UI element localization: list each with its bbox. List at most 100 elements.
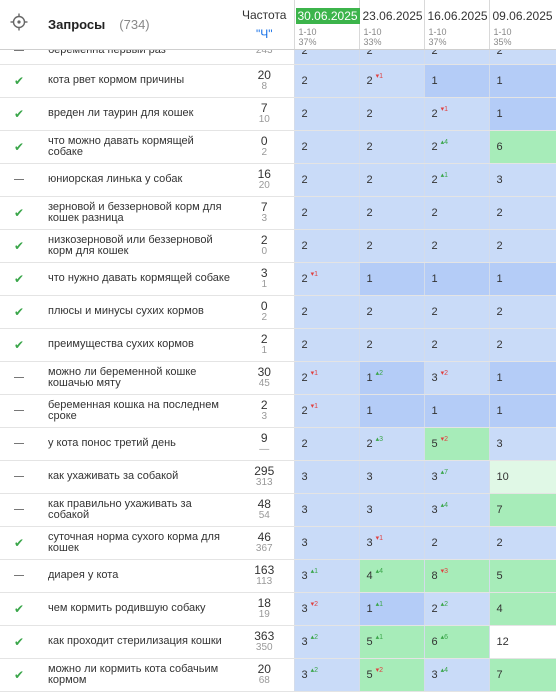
position-cell[interactable]: 3 ▴4 <box>423 658 489 692</box>
position-cell[interactable]: 3 ▾1 <box>358 526 424 560</box>
position-cell[interactable]: 2 <box>423 196 489 230</box>
position-cell[interactable]: 3 ▾2 <box>293 592 359 626</box>
position-cell[interactable]: 5 ▾2 <box>358 658 424 692</box>
table-row[interactable]: юниорская линька у собак 16 20 2 2 2 ▴1 3 <box>0 163 556 197</box>
position-cell[interactable]: 6 <box>488 130 556 164</box>
table-row[interactable]: ✔ что нужно давать кормящей собаке 3 1 2 ▾1 1 1… <box>0 262 556 296</box>
position-cell[interactable]: 1 <box>423 262 489 296</box>
position-cell[interactable]: 2 <box>358 130 424 164</box>
target-icon-cell[interactable] <box>0 0 38 50</box>
position-cell[interactable]: 2 <box>293 163 359 197</box>
position-cell[interactable]: 3 <box>293 460 359 494</box>
position-cell[interactable]: 2 <box>293 295 359 329</box>
date-column-header-3[interactable]: 16.06.2025 1-10 37% <box>423 0 489 50</box>
position-cell[interactable]: 1 <box>423 64 489 98</box>
table-row[interactable]: ✔ чем кормить родившую собаку 18 19 3 ▾2 1 ▴1 2 ▴… <box>0 592 556 626</box>
table-row[interactable]: ✔ суточная норма сухого корма для кошек 46… <box>0 526 556 560</box>
position-cell[interactable]: 2 <box>293 130 359 164</box>
position-cell[interactable]: 1 <box>488 394 556 428</box>
position-cell[interactable]: 3 ▴2 <box>293 625 359 659</box>
query-text[interactable]: чем кормить родившую собаку <box>38 592 235 626</box>
position-cell[interactable]: 2 ▾1 <box>293 262 359 296</box>
table-row[interactable]: беременная кошка на последнем сроке 2 3 2 ▾1… <box>0 394 556 428</box>
query-text[interactable]: кота рвет кормом причины <box>38 64 235 98</box>
query-text[interactable]: вреден ли таурин для кошек <box>38 97 235 131</box>
position-cell[interactable]: 2 <box>293 64 359 98</box>
query-text[interactable]: диарея у кота <box>38 559 235 593</box>
position-cell[interactable]: 3 <box>358 460 424 494</box>
table-row[interactable]: ✔ кота рвет кормом причины 20 8 2 2 ▾1 1 1 <box>0 64 556 98</box>
position-cell[interactable]: 1 <box>358 394 424 428</box>
position-cell[interactable]: 2 <box>358 295 424 329</box>
position-cell[interactable]: 3 ▴2 <box>293 658 359 692</box>
position-cell[interactable]: 7 <box>488 493 556 527</box>
table-row[interactable]: ✔ что можно давать кормящей собаке 0 2 2 2 2 ▴4… <box>0 130 556 164</box>
position-cell[interactable]: 2 ▾1 <box>423 97 489 131</box>
query-text[interactable]: суточная норма сухого корма для кошек <box>38 526 235 560</box>
query-text[interactable]: как ухаживать за собакой <box>38 460 235 494</box>
query-text[interactable]: беременная кошка на последнем сроке <box>38 394 235 428</box>
position-cell[interactable]: 5 ▾2 <box>423 427 489 461</box>
queries-column-header[interactable]: Запросы (734) <box>38 0 235 50</box>
position-cell[interactable]: 5 <box>488 559 556 593</box>
position-cell[interactable]: 2 <box>293 196 359 230</box>
query-text[interactable]: юниорская линька у собак <box>38 163 235 197</box>
query-text[interactable]: у кота понос третий день <box>38 427 235 461</box>
position-cell[interactable]: 4 <box>488 592 556 626</box>
table-row[interactable]: можно ли беременной кошке кошачью мяту 30… <box>0 361 556 395</box>
position-cell[interactable]: 1 <box>488 262 556 296</box>
position-cell[interactable]: 3 <box>358 493 424 527</box>
position-cell[interactable]: 2 <box>423 526 489 560</box>
position-cell[interactable]: 2 <box>488 526 556 560</box>
table-row[interactable]: ✔ можно ли кормить кота собачьим кормом 20… <box>0 658 556 692</box>
position-cell[interactable]: 2 <box>488 229 556 263</box>
position-cell[interactable]: 1 <box>488 97 556 131</box>
query-text[interactable]: низкозерновой или беззерновой корм для к… <box>38 229 235 263</box>
position-cell[interactable]: 3 <box>488 427 556 461</box>
position-cell[interactable]: 2 <box>358 328 424 362</box>
position-cell[interactable]: 2 ▴2 <box>423 592 489 626</box>
position-cell[interactable]: 2 <box>293 97 359 131</box>
query-text[interactable]: плюсы и минусы сухих кормов <box>38 295 235 329</box>
table-row[interactable]: ✔ плюсы и минусы сухих кормов 0 2 2 2 2 2 <box>0 295 556 329</box>
date-column-header-2[interactable]: 23.06.2025 1-10 33% <box>358 0 424 50</box>
position-cell[interactable]: 1 <box>488 361 556 395</box>
query-text[interactable]: преимущества сухих кормов <box>38 328 235 362</box>
position-cell[interactable]: 8 ▾3 <box>423 559 489 593</box>
position-cell[interactable]: 2 ▴1 <box>423 163 489 197</box>
position-cell[interactable]: 1 <box>358 262 424 296</box>
position-cell[interactable]: 2 <box>423 328 489 362</box>
position-cell[interactable]: 2 <box>358 163 424 197</box>
table-row[interactable]: как правильно ухаживать за собакой 48 54 3 3… <box>0 493 556 527</box>
position-cell[interactable]: 7 <box>488 658 556 692</box>
position-cell[interactable]: 3 ▴7 <box>423 460 489 494</box>
position-cell[interactable]: 2 <box>358 196 424 230</box>
position-cell[interactable]: 2 <box>423 229 489 263</box>
position-cell[interactable]: 2 ▾1 <box>293 361 359 395</box>
table-row[interactable]: ✔ преимущества сухих кормов 2 1 2 2 2 2 <box>0 328 556 362</box>
position-cell[interactable]: 1 <box>423 394 489 428</box>
position-cell[interactable]: 1 ▴1 <box>358 592 424 626</box>
position-cell[interactable]: 12 <box>488 625 556 659</box>
date-column-header-1[interactable]: 30.06.2025 1-10 37% <box>293 0 360 50</box>
position-cell[interactable]: 2 ▾1 <box>358 64 424 98</box>
position-cell[interactable]: 6 ▴6 <box>423 625 489 659</box>
position-cell[interactable]: 2 <box>358 229 424 263</box>
position-cell[interactable]: 2 <box>488 295 556 329</box>
query-text[interactable]: что можно давать кормящей собаке <box>38 130 235 164</box>
position-cell[interactable]: 2 <box>358 97 424 131</box>
position-cell[interactable]: 3 <box>293 493 359 527</box>
position-cell[interactable]: 2 <box>423 295 489 329</box>
position-cell[interactable]: 2 <box>293 229 359 263</box>
table-row[interactable]: ✔ как проходит стерилизация кошки 363 350 3 ▴… <box>0 625 556 659</box>
table-row[interactable]: диарея у кота 163 113 3 ▴1 4 ▴4 8 ▾3 5 <box>0 559 556 593</box>
position-cell[interactable]: 2 ▴4 <box>423 130 489 164</box>
position-cell[interactable]: 5 ▴1 <box>358 625 424 659</box>
date-column-header-4[interactable]: 09.06.2025 1-10 35% <box>488 0 556 50</box>
query-text[interactable]: можно ли беременной кошке кошачью мяту <box>38 361 235 395</box>
position-cell[interactable]: 4 ▴4 <box>358 559 424 593</box>
position-cell[interactable]: 2 <box>488 196 556 230</box>
query-text[interactable]: можно ли кормить кота собачьим кормом <box>38 658 235 692</box>
query-text[interactable]: зерновой и беззерновой корм для кошек ра… <box>38 196 235 230</box>
position-cell[interactable]: 1 ▴2 <box>358 361 424 395</box>
